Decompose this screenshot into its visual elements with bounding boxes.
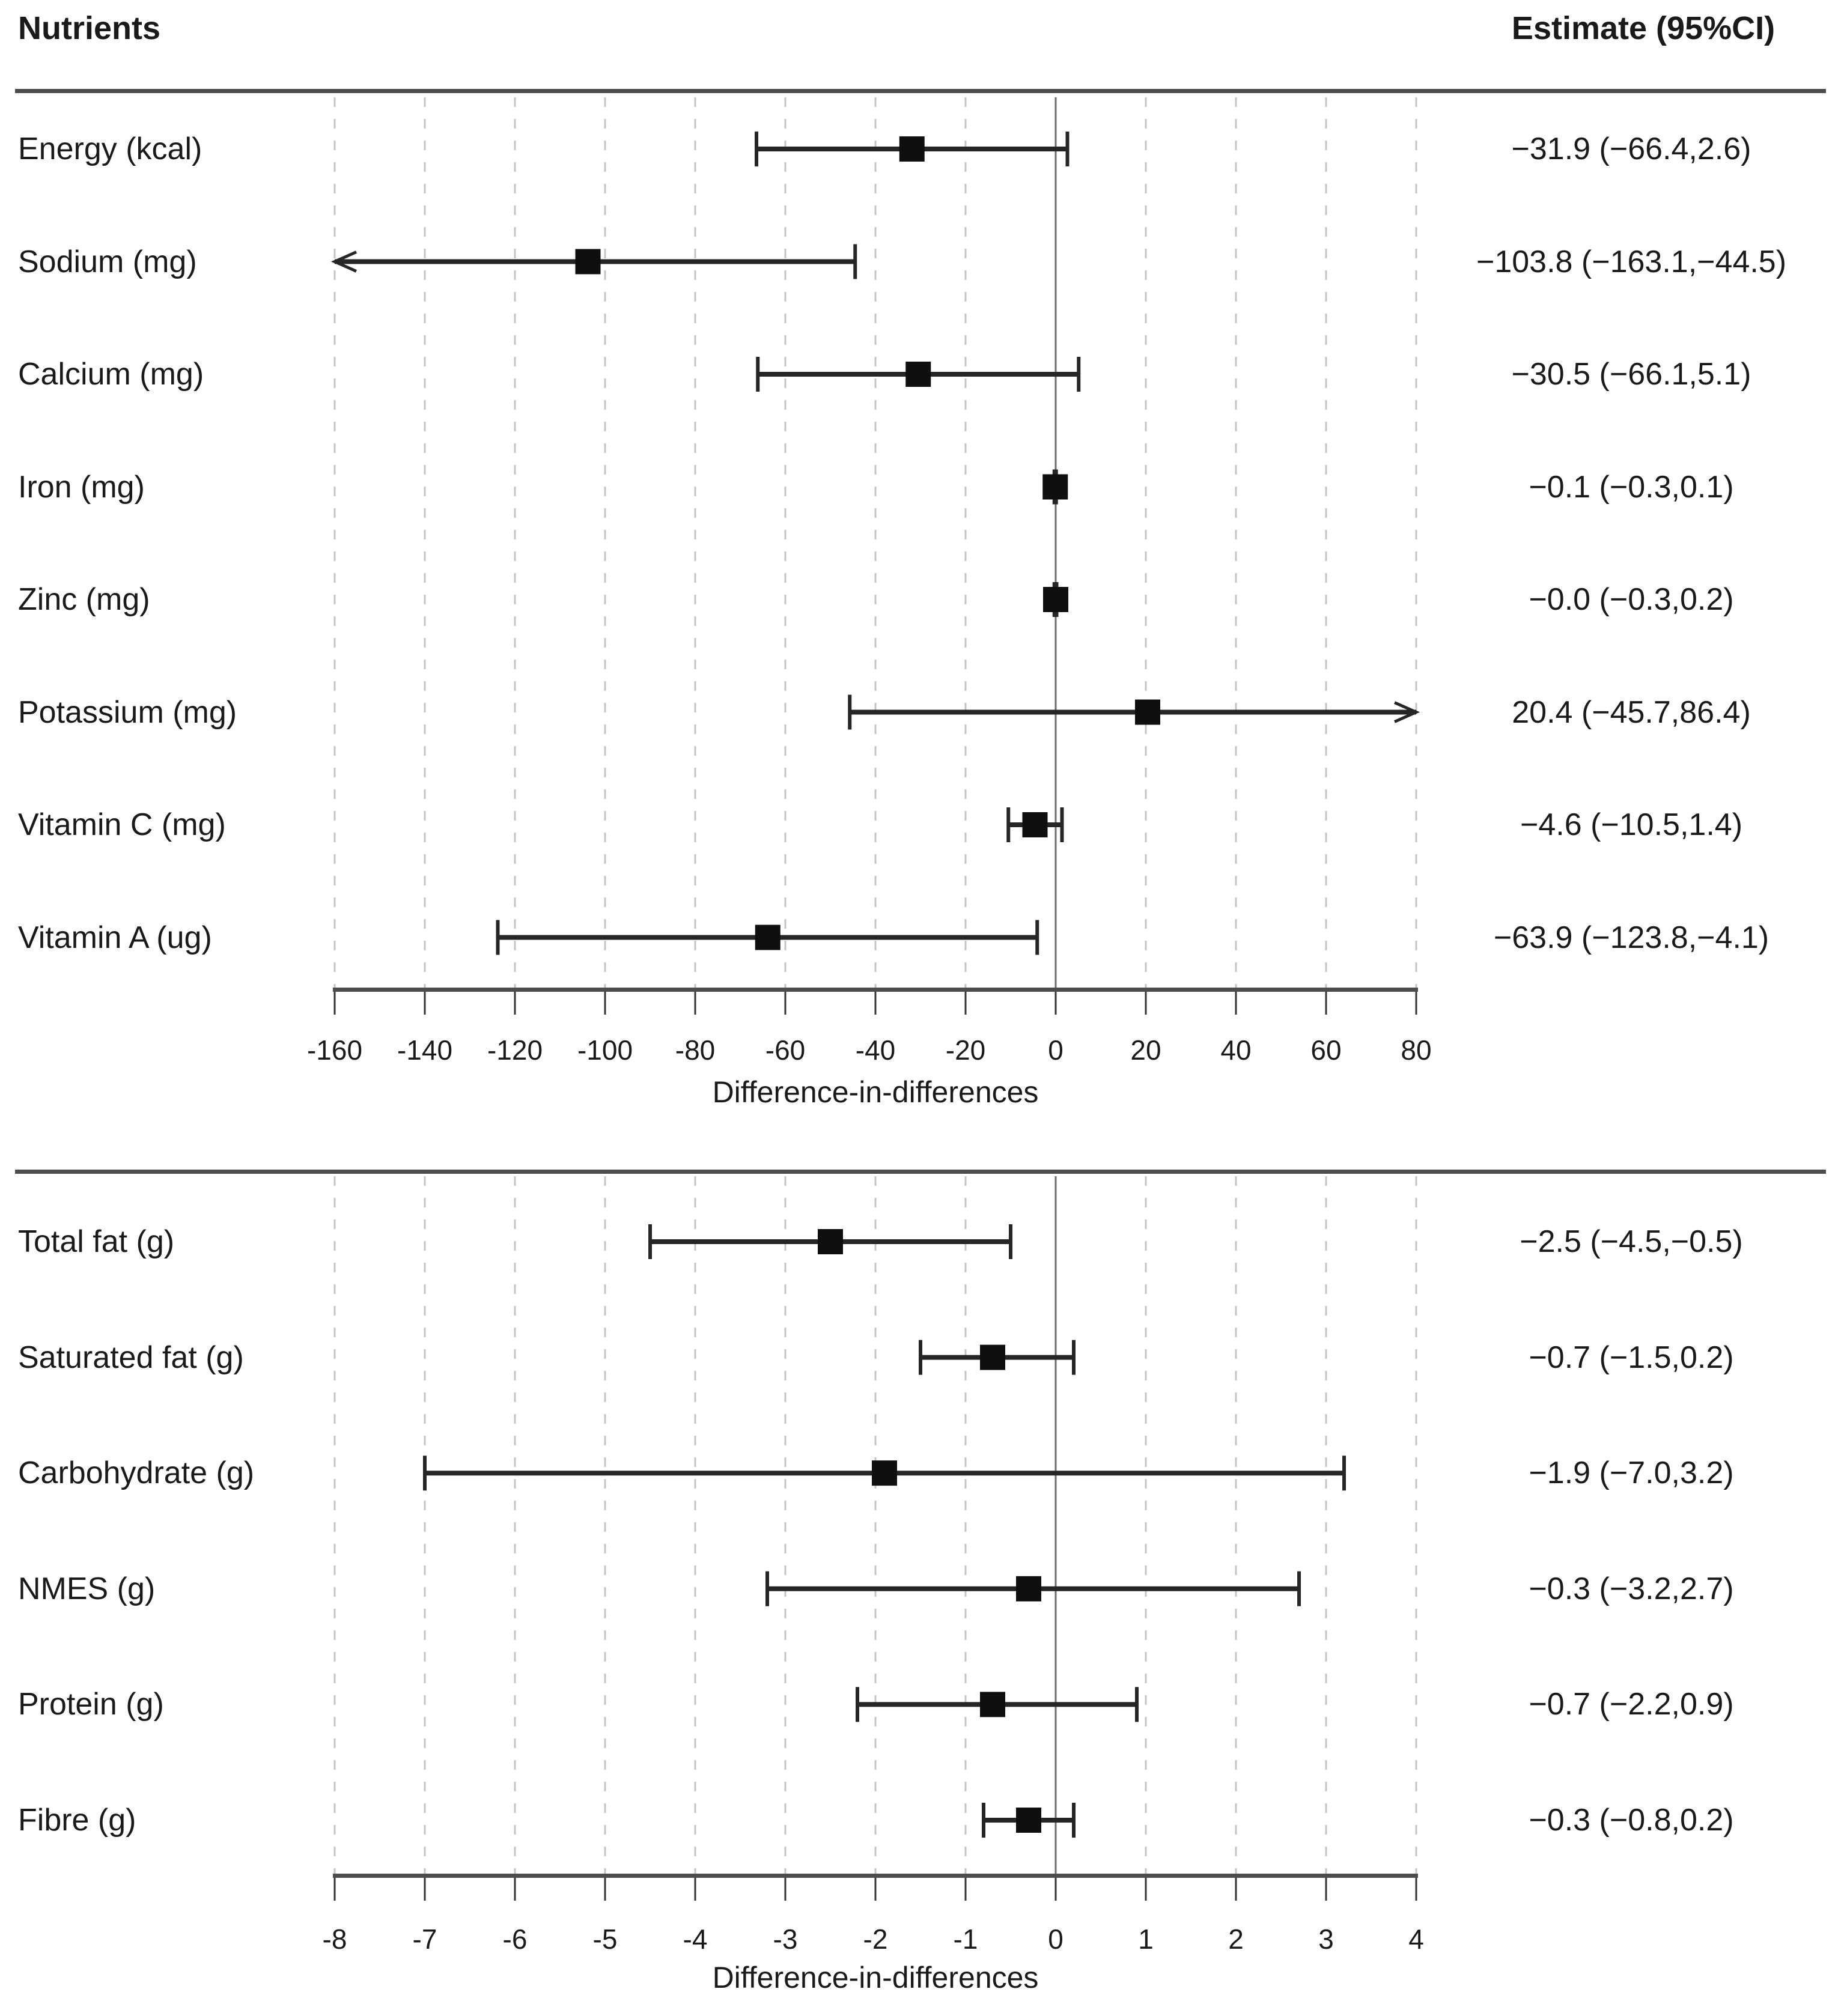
estimate-value: −2.5 (−4.5,−0.5) <box>1520 1224 1743 1259</box>
panel-separator-rule <box>15 1170 1826 1174</box>
point-marker <box>575 249 601 275</box>
point-marker <box>872 1460 897 1486</box>
point-marker <box>1135 699 1160 725</box>
point-marker <box>980 1692 1005 1717</box>
tick-label: -6 <box>502 1923 528 1955</box>
estimate-value: −0.7 (−1.5,0.2) <box>1529 1340 1734 1375</box>
tick-label: -8 <box>322 1923 347 1955</box>
estimate-value: −1.9 (−7.0,3.2) <box>1529 1456 1734 1491</box>
tick-label: 4 <box>1408 1923 1424 1955</box>
tick-label: 20 <box>1130 1034 1161 1066</box>
row-label: Saturated fat (g) <box>18 1340 244 1375</box>
x-axis-title-top: Difference-in-differences <box>712 1075 1039 1109</box>
tick-label: -100 <box>577 1034 633 1066</box>
tick-label: -20 <box>945 1034 986 1066</box>
estimate-value: −0.7 (−2.2,0.9) <box>1529 1687 1734 1722</box>
tick-label: 0 <box>1048 1923 1064 1955</box>
tick-label: -80 <box>675 1034 716 1066</box>
row-label: Calcium (mg) <box>18 357 204 392</box>
point-marker <box>1016 1808 1041 1833</box>
point-marker <box>818 1229 843 1254</box>
header-rule <box>15 89 1826 93</box>
tick-label: 80 <box>1401 1034 1432 1066</box>
tick-label: -1 <box>953 1923 978 1955</box>
column-header-nutrients: Nutrients <box>18 10 161 46</box>
ci-arrow-left <box>330 250 358 273</box>
estimate-value: −103.8 (−163.1,−44.5) <box>1476 244 1787 279</box>
point-marker <box>1042 474 1068 500</box>
tick-label: 0 <box>1048 1034 1064 1066</box>
row-label: Carbohydrate (g) <box>18 1456 255 1491</box>
estimate-value: −0.0 (−0.3,0.2) <box>1529 582 1734 617</box>
row-label: Iron (mg) <box>18 469 145 505</box>
row-label: Sodium (mg) <box>18 244 197 279</box>
estimate-value: −0.1 (−0.3,0.1) <box>1529 469 1734 505</box>
point-marker <box>1016 1576 1041 1602</box>
estimate-value: −0.3 (−0.8,0.2) <box>1529 1803 1734 1838</box>
row-label: Potassium (mg) <box>18 694 237 730</box>
axis-line <box>333 988 1418 992</box>
x-axis-title-bottom: Difference-in-differences <box>712 1961 1039 1994</box>
tick-label: 60 <box>1310 1034 1342 1066</box>
tick-label: 40 <box>1220 1034 1252 1066</box>
tick-label: -5 <box>592 1923 618 1955</box>
tick-label: -40 <box>855 1034 896 1066</box>
row-label: Energy (kcal) <box>18 132 202 166</box>
estimate-value: −63.9 (−123.8,−4.1) <box>1493 920 1769 955</box>
tick-label: 1 <box>1138 1923 1154 1955</box>
row-label: Zinc (mg) <box>18 582 150 617</box>
estimate-value: −31.9 (−66.4,2.6) <box>1511 132 1751 166</box>
tick-label: 3 <box>1318 1923 1334 1955</box>
tick-label: 2 <box>1228 1923 1244 1955</box>
tick-label: -3 <box>773 1923 798 1955</box>
tick-label: -60 <box>765 1034 806 1066</box>
tick-label: -7 <box>412 1923 437 1955</box>
estimate-value: −0.3 (−3.2,2.7) <box>1529 1571 1734 1606</box>
row-label: NMES (g) <box>18 1571 156 1606</box>
row-label: Protein (g) <box>18 1687 164 1722</box>
row-label: Vitamin A (ug) <box>18 920 212 955</box>
row-label: Vitamin C (mg) <box>18 807 226 842</box>
row-label: Total fat (g) <box>18 1224 175 1259</box>
point-marker <box>755 925 781 950</box>
estimate-value: 20.4 (−45.7,86.4) <box>1512 694 1751 730</box>
tick-label: -4 <box>683 1923 708 1955</box>
point-marker <box>1043 587 1068 612</box>
tick-label: -120 <box>487 1034 543 1066</box>
tick-label: -160 <box>306 1034 363 1066</box>
point-marker <box>980 1344 1005 1370</box>
point-marker <box>899 136 925 162</box>
tick-label: -140 <box>397 1034 453 1066</box>
estimate-value: −30.5 (−66.1,5.1) <box>1511 357 1751 392</box>
row-label: Fibre (g) <box>18 1803 136 1838</box>
point-marker <box>1022 812 1048 837</box>
estimate-value: −4.6 (−10.5,1.4) <box>1520 807 1743 842</box>
axis-line <box>333 1874 1418 1878</box>
column-header-estimate: Estimate (95%CI) <box>1511 10 1776 46</box>
tick-label: -2 <box>863 1923 888 1955</box>
ci-arrow-right <box>1393 701 1420 723</box>
point-marker <box>905 362 931 387</box>
